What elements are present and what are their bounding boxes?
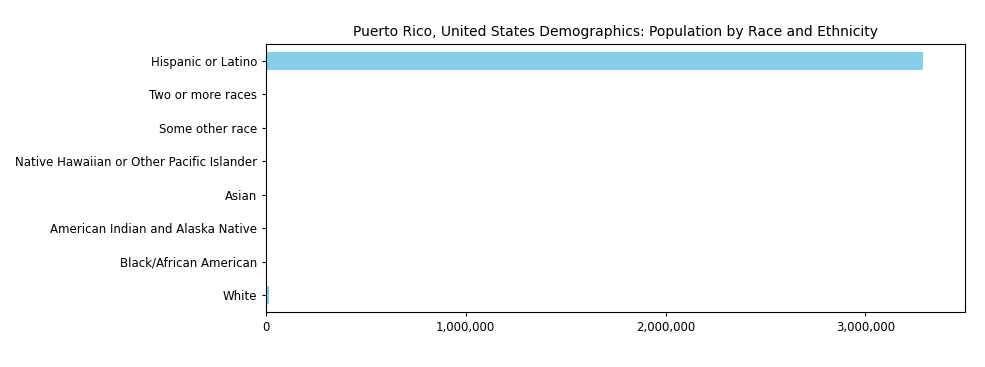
Bar bbox=[266, 286, 269, 304]
Bar bbox=[266, 52, 923, 70]
Title: Puerto Rico, United States Demographics: Population by Race and Ethnicity: Puerto Rico, United States Demographics:… bbox=[354, 25, 878, 39]
